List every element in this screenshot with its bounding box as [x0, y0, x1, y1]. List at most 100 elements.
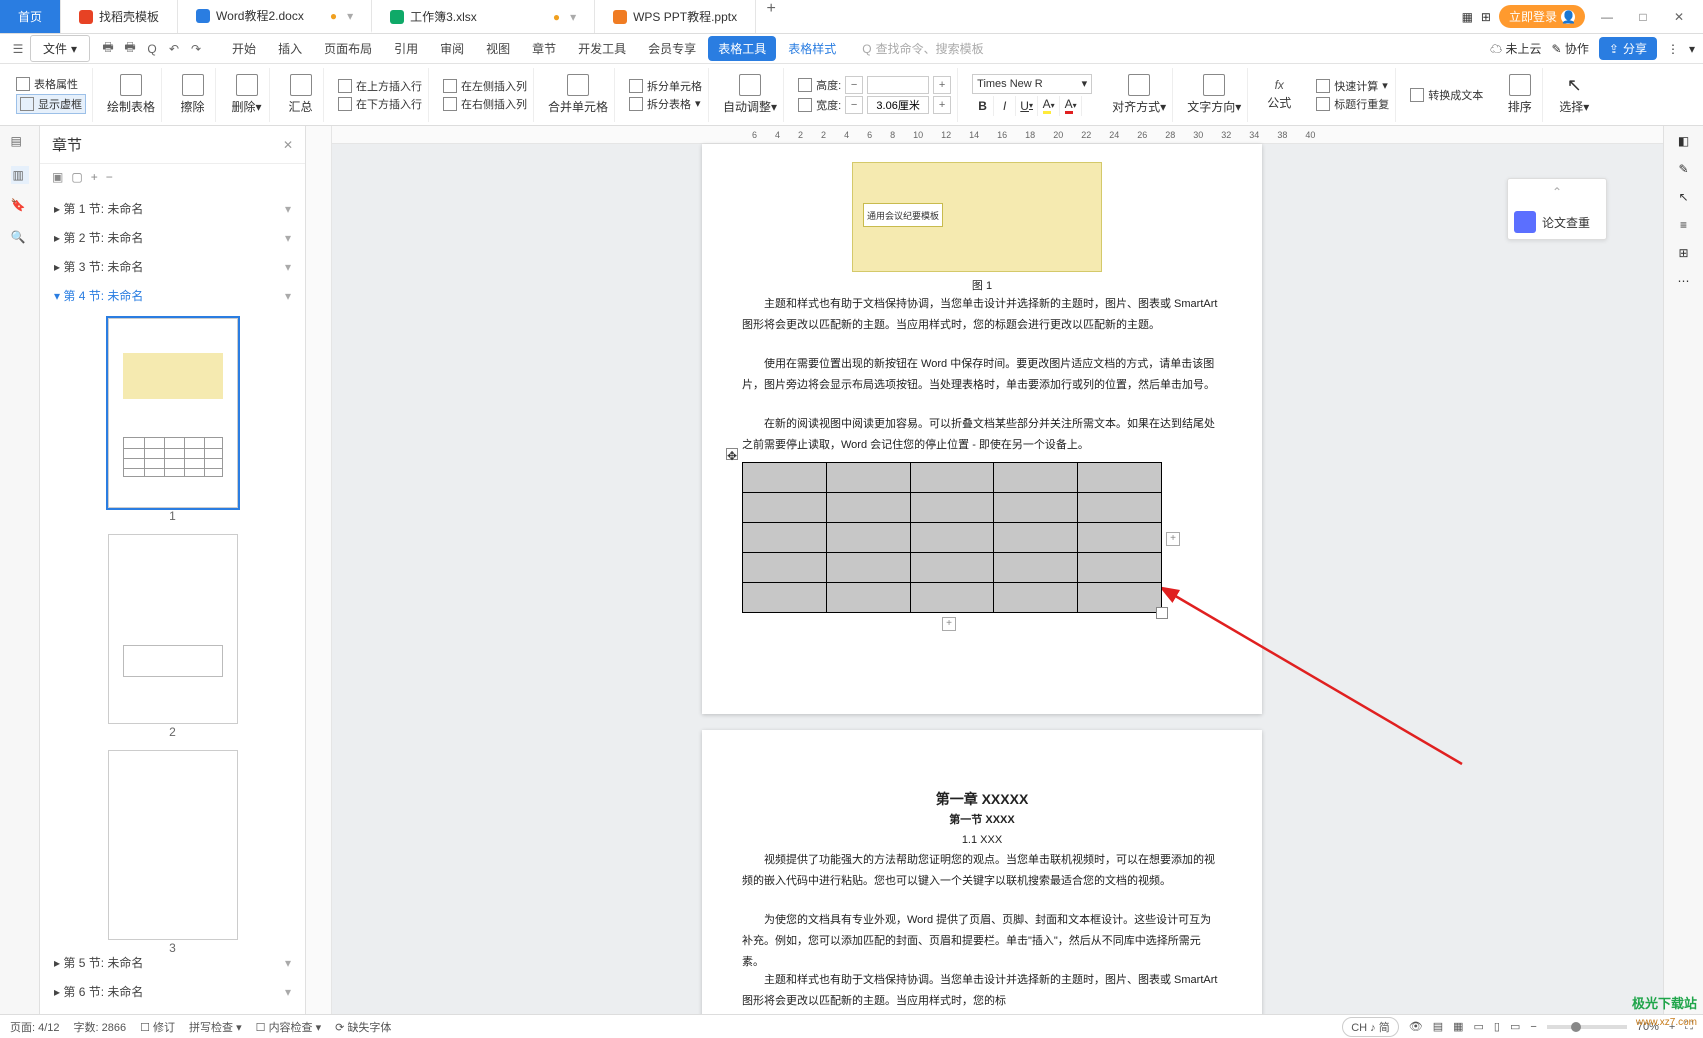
tool-remove-icon[interactable]: −: [106, 170, 113, 184]
draw-table-button[interactable]: 绘制表格: [101, 68, 162, 122]
zoom-slider[interactable]: [1547, 1025, 1627, 1029]
outline-item[interactable]: ▸ 第 1 节: 未命名▾: [40, 194, 305, 223]
align-button[interactable]: 对齐方式▾: [1106, 68, 1173, 122]
smartart-graphic[interactable]: 通用会议纪要模板: [852, 162, 1102, 272]
outline-item[interactable]: ▾ 第 4 节: 未命名▾: [40, 281, 305, 310]
view-mode-icon[interactable]: ▤: [1433, 1020, 1443, 1033]
document-canvas[interactable]: 642 246 81012 141618 202224 262830 3234 …: [332, 126, 1663, 1014]
leftrail-bookmark-icon[interactable]: 🔖: [11, 198, 29, 216]
font-select[interactable]: Times New R▾: [972, 74, 1092, 94]
merge-cells-button[interactable]: 合并单元格: [542, 68, 615, 122]
table-move-handle[interactable]: ✥: [726, 448, 738, 460]
menu-table-tools[interactable]: 表格工具: [708, 36, 776, 61]
sort-button[interactable]: 排序: [1497, 68, 1543, 122]
split-table-button[interactable]: 拆分表格▾: [629, 96, 702, 112]
tab-menu-icon[interactable]: ▾: [570, 10, 576, 24]
undo-icon[interactable]: ↶: [164, 39, 184, 59]
menu-ref[interactable]: 引用: [384, 36, 428, 61]
formula-button[interactable]: fx公式: [1256, 68, 1302, 122]
font-color-button[interactable]: A▾: [1060, 96, 1082, 116]
to-text-button[interactable]: 转换成文本: [1410, 87, 1483, 103]
bold-button[interactable]: B: [972, 96, 994, 116]
menu-member[interactable]: 会员专享: [638, 36, 706, 61]
outline-item[interactable]: ▸ 第 2 节: 未命名▾: [40, 223, 305, 252]
page-thumbnail[interactable]: 2: [108, 534, 238, 724]
italic-button[interactable]: I: [994, 96, 1016, 116]
redo-icon[interactable]: ↷: [186, 39, 206, 59]
split-cell-button[interactable]: 拆分单元格: [629, 78, 702, 94]
tab-templates[interactable]: 找稻壳模板: [61, 0, 178, 33]
zoom-in[interactable]: +: [1669, 1021, 1675, 1033]
table-grid[interactable]: [742, 462, 1162, 613]
word-count[interactable]: 字数: 2866: [74, 1019, 127, 1035]
paragraph[interactable]: 使用在需要位置出现的新按钮在 Word 中保存时间。要更改图片适应文档的方式，请…: [742, 354, 1222, 396]
rr-icon[interactable]: ◧: [1678, 134, 1689, 148]
minimize-button[interactable]: —: [1593, 10, 1621, 24]
page-thumbnail[interactable]: 1: [108, 318, 238, 508]
delete-button[interactable]: 删除▾: [224, 68, 270, 122]
cloud-status[interactable]: ☁ 未上云: [1490, 40, 1541, 57]
width-plus[interactable]: +: [933, 96, 951, 114]
menu-dev[interactable]: 开发工具: [568, 36, 636, 61]
table-properties-button[interactable]: 表格属性: [16, 76, 86, 92]
paragraph[interactable]: 为使您的文档具有专业外观，Word 提供了页眉、页脚、封面和文本框设计。这些设计…: [742, 910, 1222, 973]
item-menu-icon[interactable]: ▾: [285, 260, 291, 274]
command-search[interactable]: Q查找命令、搜索模板: [862, 40, 983, 57]
quick-calc-button[interactable]: 快速计算▾: [1316, 78, 1389, 94]
grid-icon[interactable]: ▦: [1462, 10, 1473, 24]
paragraph[interactable]: 主题和样式也有助于文档保持协调，当您单击设计并选择新的主题时，图片、图表或 Sm…: [742, 294, 1222, 336]
height-input[interactable]: [867, 76, 929, 94]
menu-start[interactable]: 开始: [222, 36, 266, 61]
more-icon[interactable]: ⋮: [1667, 42, 1679, 56]
table-resize-handle[interactable]: [1156, 607, 1168, 619]
maximize-button[interactable]: □: [1629, 10, 1657, 24]
selected-table[interactable]: ✥ + +: [742, 462, 1162, 613]
menu-insert[interactable]: 插入: [268, 36, 312, 61]
login-button[interactable]: 立即登录👤: [1499, 5, 1585, 28]
view-mode-icon[interactable]: ▦: [1453, 1020, 1463, 1033]
summary-button[interactable]: 汇总: [278, 68, 324, 122]
select-button[interactable]: ↖选择▾: [1551, 68, 1597, 122]
item-menu-icon[interactable]: ▾: [285, 231, 291, 245]
tool-expand-icon[interactable]: ▣: [52, 170, 63, 184]
tool-add-icon[interactable]: +: [91, 170, 98, 184]
width-minus[interactable]: −: [845, 96, 863, 114]
rr-icon[interactable]: ⊞: [1678, 246, 1688, 260]
float-collapse[interactable]: ⌃: [1508, 179, 1606, 205]
highlight-button[interactable]: A▾: [1038, 96, 1060, 116]
rr-icon[interactable]: ✎: [1678, 162, 1688, 176]
tab-menu-icon[interactable]: ▾: [347, 9, 353, 23]
paragraph[interactable]: 主题和样式也有助于文档保持协调。当您单击设计并选择新的主题时，图片、图表或 Sm…: [742, 970, 1222, 1012]
page-count[interactable]: 页面: 4/12: [10, 1019, 60, 1035]
show-gridlines-button[interactable]: 显示虚框: [16, 94, 86, 114]
page[interactable]: 第一章 XXXXX 第一节 XXXX 1.1 XXX 视频提供了功能强大的方法帮…: [702, 730, 1262, 1014]
share-button[interactable]: ⇪分享: [1599, 37, 1657, 60]
height-plus[interactable]: +: [933, 76, 951, 94]
menu-icon[interactable]: ☰: [8, 39, 28, 59]
paragraph[interactable]: 在新的阅读视图中阅读更加容易。可以折叠文档某些部分并关注所需文本。如果在达到结尾…: [742, 414, 1222, 456]
menu-table-style[interactable]: 表格样式: [778, 36, 846, 61]
tab-home[interactable]: 首页: [0, 0, 61, 33]
insert-col-left-button[interactable]: 在左侧插入列: [443, 78, 527, 94]
fit-screen-icon[interactable]: ⛶: [1685, 1020, 1693, 1033]
page[interactable]: 通用会议纪要模板 图 1 主题和样式也有助于文档保持协调，当您单击设计并选择新的…: [702, 144, 1262, 714]
insert-col-right-button[interactable]: 在右侧插入列: [443, 96, 527, 112]
view-mode-icon[interactable]: ▭: [1510, 1020, 1520, 1033]
save-icon[interactable]: 🖶: [98, 39, 118, 59]
missing-font[interactable]: ⟳ 缺失字体: [335, 1019, 391, 1035]
tab-xlsx[interactable]: 工作簿3.xlsx●▾: [372, 0, 595, 33]
item-menu-icon[interactable]: ▾: [285, 202, 291, 216]
width-input[interactable]: [867, 96, 929, 114]
tab-pptx[interactable]: WPS PPT教程.pptx: [595, 0, 756, 33]
ime-status[interactable]: CH ♪ 简: [1342, 1017, 1399, 1037]
spell-check[interactable]: 拼写检查 ▾: [189, 1019, 242, 1035]
leftrail-panel-icon[interactable]: ▤: [11, 134, 29, 152]
item-menu-icon[interactable]: ▾: [285, 289, 291, 303]
text-direction-button[interactable]: 文字方向▾: [1181, 68, 1248, 122]
menu-review[interactable]: 审阅: [430, 36, 474, 61]
menu-layout[interactable]: 页面布局: [314, 36, 382, 61]
print-icon[interactable]: 🖶: [120, 39, 140, 59]
insert-row-below-button[interactable]: 在下方插入行: [338, 96, 422, 112]
paragraph[interactable]: 视频提供了功能强大的方法帮助您证明您的观点。当您单击联机视频时，可以在想要添加的…: [742, 850, 1222, 892]
insert-row-above-button[interactable]: 在上方插入行: [338, 78, 422, 94]
